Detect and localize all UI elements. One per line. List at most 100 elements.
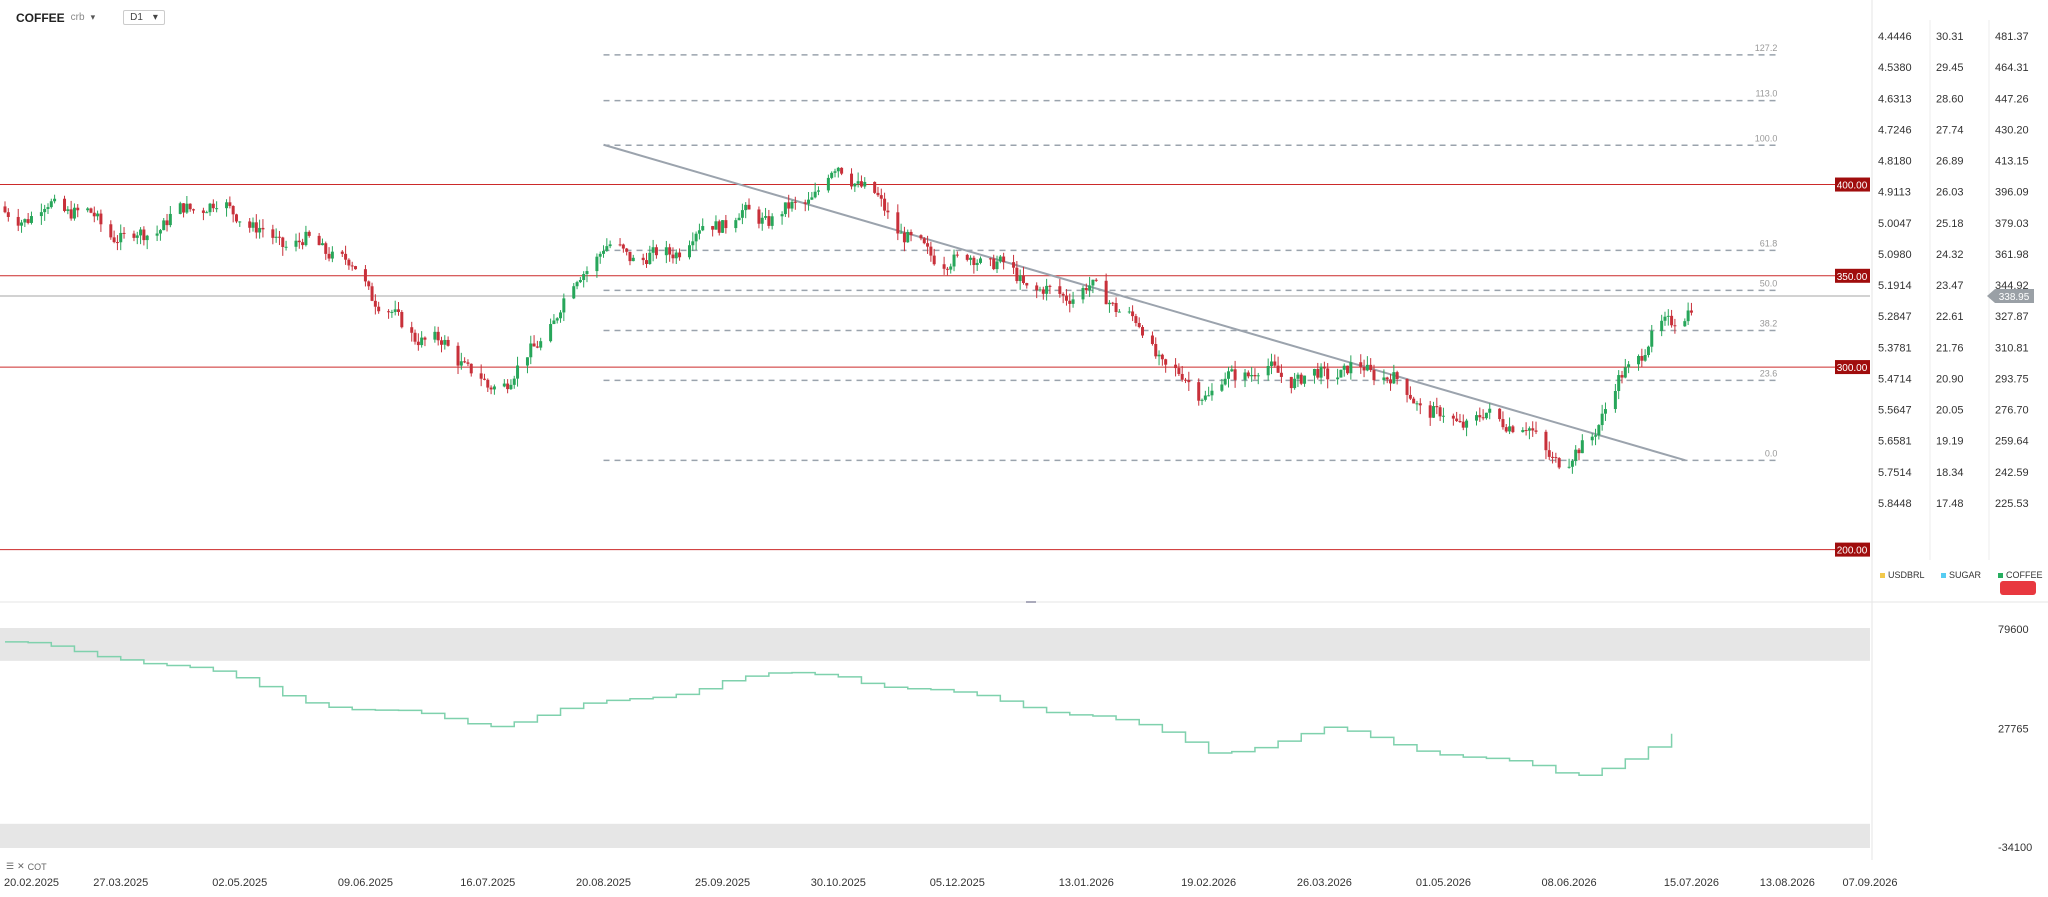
chevron-down-icon[interactable]: ▾ [90,12,96,22]
candle-body [793,201,797,203]
candle-body [330,251,334,259]
candle-body [876,192,880,196]
candle-body [277,236,281,238]
candle-body [228,202,232,206]
candle-body [988,258,992,260]
candle-body [492,386,496,390]
coffee-axis-tick: 464.31 [1995,62,2029,74]
candle-body [572,286,576,299]
candle-body [836,167,840,172]
candle-body [598,253,602,257]
candle-body [1018,275,1022,282]
sugar-axis-tick: 18.34 [1936,467,1964,479]
usdbrl-axis-tick: 5.5647 [1878,405,1912,417]
candle-body [142,229,146,241]
candle-body [651,247,655,253]
legend-usdbrl[interactable]: USDBRL [1880,570,1925,580]
candle-body [479,373,483,379]
candle-body [168,213,172,226]
cot-axis-tick: 79600 [1998,624,2029,636]
candle-body [1322,366,1326,369]
candle-body [446,339,450,346]
candle-body [942,264,946,269]
candle-body [1081,288,1085,300]
fib-level-label: 23.6 [1760,368,1778,378]
candle-body [717,221,721,233]
candle-body [1220,384,1224,391]
candle-body [1117,311,1121,313]
candle-body [1415,403,1419,405]
candle-body [883,198,887,211]
coffee-active-badge[interactable] [2000,581,2036,595]
candle-body [261,227,265,230]
usdbrl-axis-tick: 4.9113 [1878,187,1911,199]
coffee-axis-tick: 430.20 [1995,124,2029,136]
source-label: crb [70,12,85,23]
candle-body [1137,322,1141,327]
time-axis-tick: 02.05.2025 [212,877,267,889]
candle-body [1458,421,1462,423]
candle-body [1478,415,1482,418]
candle-body [482,378,486,380]
timeframe-select[interactable]: D1 ▾ [123,10,165,25]
candle-body [1481,417,1485,419]
candle-body [648,252,652,265]
candle-body [390,311,394,313]
candle-body [393,309,397,312]
candle-body [1207,395,1211,397]
candle-body [324,243,328,254]
candle-body [1498,408,1502,420]
symbol-label[interactable]: COFFEE [16,10,65,25]
coffee-axis-tick: 327.87 [1995,311,2029,323]
candle-body [1534,430,1538,432]
menu-icon[interactable]: ☰ [6,861,15,871]
candle-body [906,231,910,243]
coffee-axis-tick: 379.03 [1995,218,2029,230]
level-tag [1835,542,1870,557]
candle-body [178,203,182,214]
candle-body [1646,346,1650,356]
candle-body [271,229,275,238]
candle-body [436,331,440,341]
sugar-axis-tick: 28.60 [1936,93,1964,105]
candle-body [1527,428,1531,431]
candle-body [955,254,959,256]
time-axis-tick: 19.02.2026 [1181,877,1236,889]
candle-body [1372,370,1376,381]
legend-coffee[interactable]: COFFEE [1998,570,2043,580]
candle-body [1038,289,1042,291]
candle-body [1243,372,1247,380]
candle-body [1455,418,1459,422]
panel-resize-handle[interactable] [1026,601,1036,603]
candle-body [1203,395,1207,400]
candle-body [1180,373,1184,380]
candle-body [873,181,877,193]
candle-body [1154,343,1158,357]
candle-body [926,243,930,247]
fib-level-label: 100.0 [1755,133,1778,143]
candle-body [879,195,883,199]
candle-body [760,217,764,224]
candle-body [1061,293,1065,296]
candle-body [850,173,854,187]
usdbrl-axis-tick: 4.8180 [1878,156,1912,168]
candle-body [1405,379,1409,395]
candle-body [284,246,288,248]
candle-body [896,212,900,234]
candle-body [1071,299,1075,304]
time-axis-tick: 13.01.2026 [1059,877,1114,889]
candle-body [995,261,999,270]
candle-body [1627,364,1631,368]
usdbrl-axis-tick: 5.3781 [1878,342,1912,354]
candle-body [1547,450,1551,457]
candle-body [155,233,159,236]
candle-body [1484,412,1488,419]
legend-sugar[interactable]: SUGAR [1941,570,1981,580]
candle-body [975,262,979,266]
candle-body [1269,361,1273,366]
candle-body [400,311,404,328]
candle-body [863,181,867,187]
candle-body [23,219,27,223]
close-icon[interactable]: ✕ [17,861,25,871]
